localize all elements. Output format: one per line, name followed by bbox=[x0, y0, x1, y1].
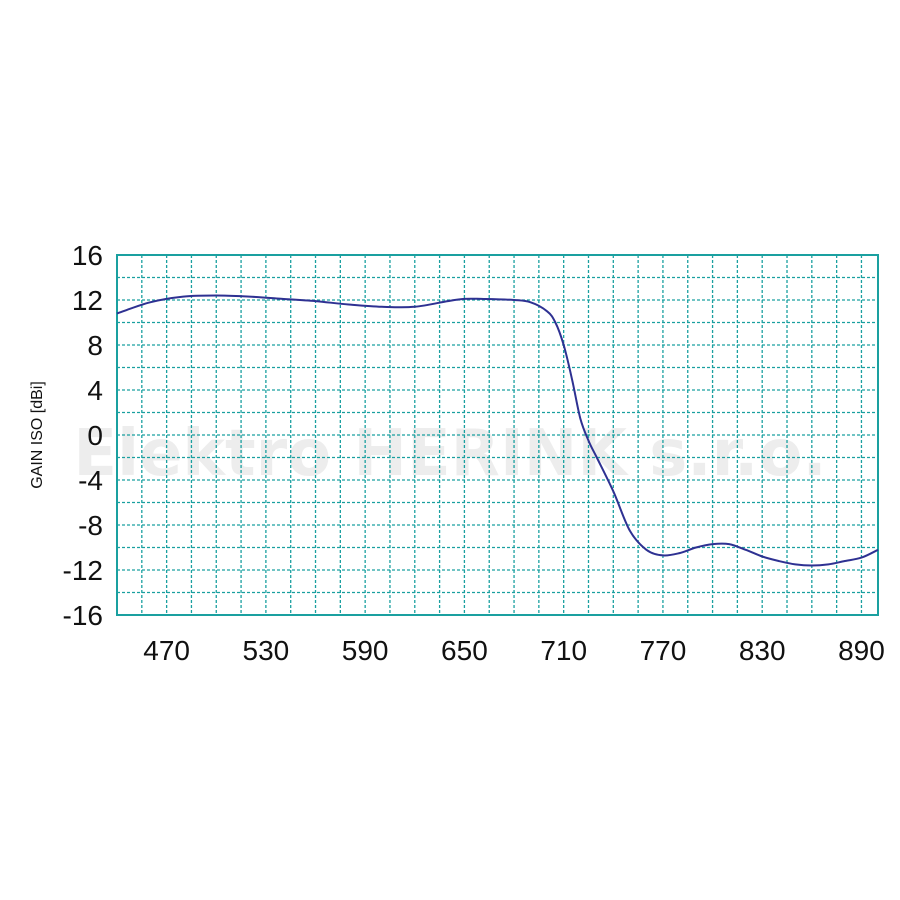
x-axis-ticks: 470 530 590 650 710 770 830 890 bbox=[143, 635, 885, 666]
grid bbox=[117, 255, 878, 615]
x-tick-label: 650 bbox=[441, 635, 488, 666]
y-axis-label: GAIN ISO [dBi] bbox=[29, 381, 46, 489]
y-tick-label: 12 bbox=[72, 285, 103, 316]
watermark-text: Elektro HERINK s.r.o. bbox=[73, 417, 826, 491]
plot-frame bbox=[116, 254, 879, 616]
y-tick-label: -16 bbox=[63, 600, 103, 631]
y-tick-label: 16 bbox=[72, 240, 103, 271]
x-tick-label: 590 bbox=[342, 635, 389, 666]
y-tick-label: 0 bbox=[87, 420, 103, 451]
y-tick-label: 4 bbox=[87, 375, 103, 406]
x-tick-label: 530 bbox=[243, 635, 290, 666]
y-tick-label: 8 bbox=[87, 330, 103, 361]
y-tick-label: -12 bbox=[63, 555, 103, 586]
y-tick-label: -8 bbox=[78, 510, 103, 541]
x-tick-label: 770 bbox=[640, 635, 687, 666]
gain-series-line bbox=[116, 294, 879, 567]
y-axis-ticks: 16 12 8 4 0 -4 -8 -12 -16 bbox=[63, 240, 103, 631]
x-tick-label: 470 bbox=[143, 635, 190, 666]
y-tick-label: -4 bbox=[78, 465, 103, 496]
x-tick-label: 890 bbox=[838, 635, 885, 666]
x-tick-label: 710 bbox=[540, 635, 587, 666]
x-tick-label: 830 bbox=[739, 635, 786, 666]
